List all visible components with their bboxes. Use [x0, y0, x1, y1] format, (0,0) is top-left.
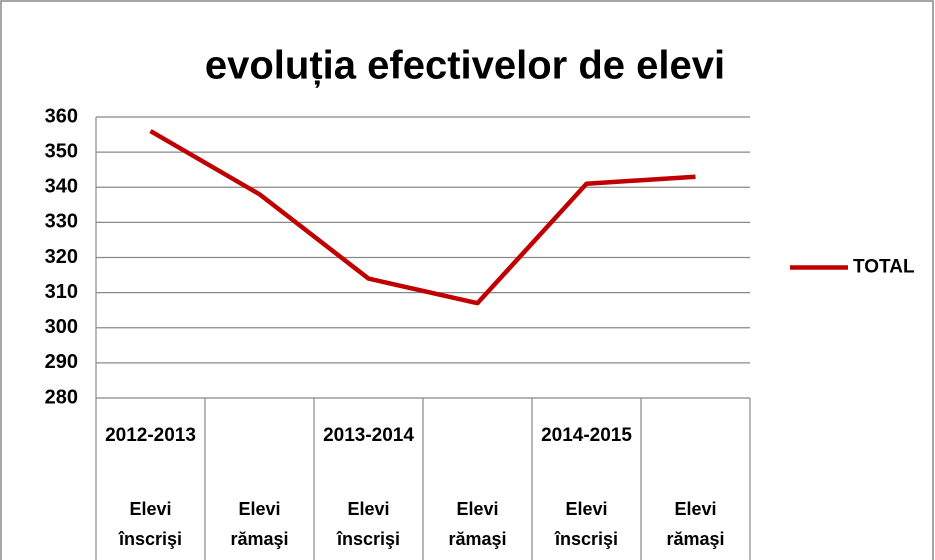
y-tick-label: 290 [45, 351, 78, 373]
x-tick-label: Elevi înscrişi [118, 499, 183, 549]
y-tick-label: 320 [45, 246, 78, 268]
x-tick-label: Elevi rămaşi [448, 499, 507, 549]
category-group-label: 2012-2013 [105, 425, 196, 446]
chart-title: evoluția efectivelor de elevi [205, 44, 725, 88]
x-tick-label: Elevi înscrişi [336, 499, 401, 549]
category-group-label: 2013-2014 [323, 425, 414, 446]
y-tick-label: 350 [45, 140, 78, 162]
x-tick-label: Elevi rămaşi [666, 499, 725, 549]
y-tick-label: 310 [45, 281, 78, 303]
y-tick-label: 340 [45, 176, 78, 198]
category-group-label: 2014-2015 [541, 425, 632, 446]
line-series [149, 129, 696, 306]
y-tick-label: 300 [45, 316, 78, 338]
y-tick-label: 360 [45, 105, 78, 127]
x-tick-label: Elevi rămaşi [230, 499, 289, 549]
legend-label: TOTAL [853, 257, 915, 278]
x-tick-label: Elevi înscrişi [554, 499, 619, 549]
y-tick-label: 330 [45, 211, 78, 233]
y-tick-label: 280 [45, 386, 78, 408]
